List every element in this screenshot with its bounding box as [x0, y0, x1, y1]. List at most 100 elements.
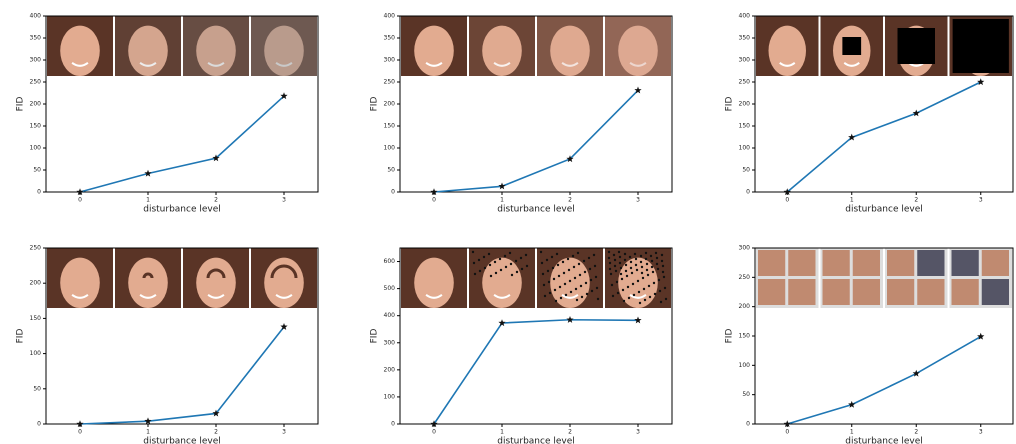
thumbnail-cell — [982, 279, 1009, 305]
line — [80, 327, 284, 424]
x-tick-label: 3 — [979, 429, 983, 436]
y-tick-label: 0 — [391, 189, 395, 196]
noise-dot — [590, 279, 592, 281]
x-tick-label: 0 — [78, 429, 82, 436]
x-axis-label: disturbance level — [143, 205, 221, 215]
noise-dot — [472, 251, 474, 253]
noise-dot — [572, 255, 574, 257]
y-tick-label: 100 — [739, 145, 751, 152]
noise-dot — [641, 272, 643, 274]
noise-dot — [593, 254, 595, 256]
noise-dot — [657, 268, 659, 270]
x-tick-label: 0 — [78, 197, 82, 204]
y-tick-label: 50 — [742, 167, 750, 174]
noise-dot — [562, 261, 564, 263]
noise-dot — [656, 263, 658, 265]
y-tick-label: 150 — [739, 333, 751, 340]
y-axis-label: FID — [725, 329, 735, 344]
y-tick-label: 200 — [30, 101, 42, 108]
noise-dot — [631, 272, 633, 274]
noise-dot — [651, 260, 653, 262]
y-tick-label: 300 — [739, 57, 751, 64]
y-tick-label: 0 — [37, 189, 41, 196]
noise-dot — [665, 298, 667, 300]
y-tick-label: 100 — [384, 145, 396, 152]
noise-dot — [646, 263, 648, 265]
noise-dot — [656, 257, 658, 259]
line — [787, 337, 981, 424]
noise-dot — [663, 276, 665, 278]
y-tick-label: 500 — [384, 285, 396, 292]
y-tick-label: 200 — [30, 280, 42, 287]
line — [434, 320, 638, 424]
noise-dot — [641, 266, 643, 268]
blur — [469, 16, 535, 76]
marker — [634, 317, 641, 324]
y-tick-label: 250 — [739, 274, 751, 281]
thumbnail-cell — [952, 250, 979, 276]
noise-dot — [647, 274, 649, 276]
marker — [913, 109, 920, 116]
y-tick-label: 300 — [739, 245, 751, 252]
noise-dot — [581, 296, 583, 298]
noise-dot — [635, 264, 637, 266]
y-tick-label: 100 — [739, 362, 751, 369]
noise-dot — [495, 272, 497, 274]
y-tick-label: 0 — [746, 421, 750, 428]
x-tick-label: 3 — [979, 197, 983, 204]
y-tick-label: 400 — [30, 13, 42, 20]
noise-dot — [617, 292, 619, 294]
y-tick-label: 0 — [746, 189, 750, 196]
y-axis-label: FID — [16, 97, 26, 112]
noise-dot — [560, 297, 562, 299]
subplot: 0501001502002503003504000123disturbance … — [725, 13, 1014, 215]
x-tick-label: 0 — [432, 429, 436, 436]
x-tick-label: 1 — [850, 429, 854, 436]
y-tick-label: 200 — [739, 303, 751, 310]
noise-dot — [504, 255, 506, 257]
x-tick-label: 3 — [282, 429, 286, 436]
noise-dot — [547, 270, 549, 272]
line — [787, 82, 981, 192]
subplot: 0501001502002503003504000123disturbance … — [370, 13, 673, 215]
line — [80, 96, 284, 192]
thumbnail-cell — [823, 250, 850, 276]
noise-dot — [576, 299, 578, 301]
y-tick-label: 150 — [739, 123, 751, 130]
noise — [115, 16, 181, 76]
noise-dot — [579, 274, 581, 276]
noise-dot — [548, 281, 550, 283]
noise-dot — [624, 253, 626, 255]
marker — [144, 417, 151, 424]
noise-dot — [637, 280, 639, 282]
noise-dot — [483, 256, 485, 258]
noise-dot — [636, 269, 638, 271]
noise-dot — [541, 262, 543, 264]
noise-dot — [640, 261, 642, 263]
thumbnail-cell — [982, 250, 1009, 276]
y-tick-label: 600 — [384, 258, 396, 265]
noise-dot — [597, 298, 599, 300]
noise-dot — [577, 252, 579, 254]
noise-dot — [652, 271, 654, 273]
y-tick-label: 50 — [33, 385, 41, 392]
noise-dot — [574, 277, 576, 279]
y-tick-label: 250 — [739, 79, 751, 86]
y-tick-label: 100 — [30, 350, 42, 357]
noise-dot — [544, 295, 546, 297]
noise-dot — [630, 267, 632, 269]
noise-dot — [551, 256, 553, 258]
noise-dot — [615, 270, 617, 272]
thumbnail-cell — [917, 279, 944, 305]
noise-dot — [525, 254, 527, 256]
noise-dot — [650, 255, 652, 257]
noise-dot — [619, 256, 621, 258]
noise-dot — [543, 284, 545, 286]
noise-dot — [661, 254, 663, 256]
y-tick-label: 350 — [739, 35, 751, 42]
x-tick-label: 3 — [636, 197, 640, 204]
x-tick-label: 1 — [146, 429, 150, 436]
noise-dot — [625, 264, 627, 266]
x-axis-label: disturbance level — [497, 205, 575, 215]
noise-dot — [627, 286, 629, 288]
